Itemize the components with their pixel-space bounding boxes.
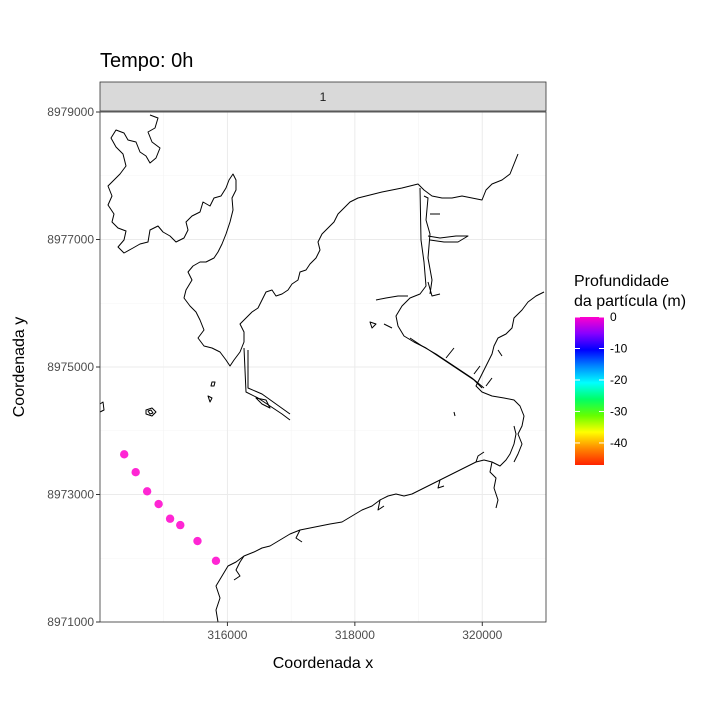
x-tick-label: 316000 [207, 628, 247, 642]
particle-point [142, 487, 152, 496]
facet-label: 1 [320, 90, 327, 104]
data-points [120, 450, 221, 565]
y-tick-label: 8973000 [47, 488, 94, 502]
y-tick-label: 8977000 [47, 233, 94, 247]
legend-tick-label: -30 [610, 404, 628, 418]
legend-tick-label: -20 [610, 373, 628, 387]
legend-title-line2: da partícula (m) [574, 293, 686, 310]
particle-point [176, 520, 185, 530]
legend-tick-label: -10 [610, 341, 628, 355]
x-tick-label: 318000 [335, 628, 375, 642]
legend: Profundidade da partícula (m) 0 -10 -20 -30… [574, 273, 686, 465]
y-axis-title: Coordenada y [11, 317, 28, 418]
y-tick-label: 8975000 [47, 360, 94, 374]
legend-title-line1: Profundidade [574, 273, 669, 290]
x-axis: 316000 318000 320000 [207, 622, 503, 642]
x-tick-label: 320000 [462, 628, 502, 642]
y-tick-label: 8979000 [47, 105, 94, 119]
panel-border [99, 111, 547, 623]
particle-point [193, 536, 202, 546]
particle-point [211, 556, 221, 565]
y-axis: 8971000 8973000 8975000 8977000 8979000 [47, 105, 100, 629]
coastline-map [99, 114, 545, 623]
particle-point [165, 514, 175, 523]
particle-point [120, 450, 129, 459]
legend-colorbar [575, 317, 604, 465]
x-axis-title: Coordenada x [273, 655, 374, 672]
plot-title: Tempo: 0h [100, 50, 193, 72]
legend-ticks: 0 -10 -20 -30 -40 [575, 310, 628, 450]
facet-strip [99, 81, 547, 112]
legend-tick-label: -40 [610, 436, 628, 450]
particle-point [154, 499, 163, 509]
particle-point [131, 467, 140, 477]
y-tick-label: 8971000 [47, 615, 94, 629]
legend-tick-label: 0 [610, 310, 617, 324]
